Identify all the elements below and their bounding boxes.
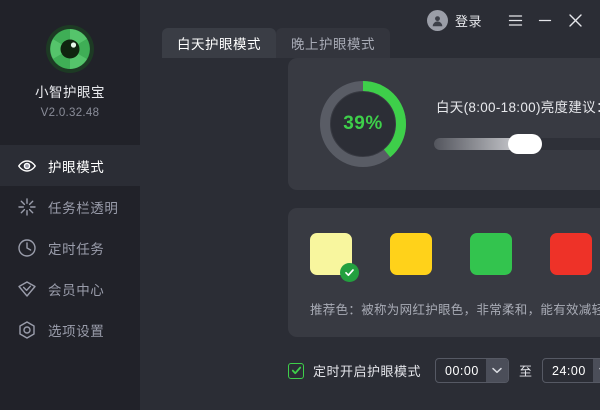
chevron-down-icon[interactable] <box>486 359 509 382</box>
sparkle-icon <box>17 197 37 217</box>
color-swatch-list <box>310 233 600 282</box>
brand-version: V2.0.32.48 <box>40 107 100 119</box>
sidebar-item-label: 会员中心 <box>48 282 105 298</box>
sidebar-item-label: 定时任务 <box>48 241 105 257</box>
clock-icon <box>17 238 37 258</box>
close-icon[interactable] <box>562 7 588 33</box>
sidebar-nav: 护眼模式 任务栏透明 <box>0 145 140 350</box>
color-swatch-gold[interactable] <box>390 233 432 275</box>
brightness-card: 39% 白天(8:00-18:00)亮度建议：29%~49% <box>288 58 600 190</box>
gauge-value-label: 39% <box>343 113 383 134</box>
sidebar-item-option-settings[interactable]: 选项设置 <box>0 309 140 350</box>
start-time-value: 00:00 <box>445 363 479 378</box>
color-recommendation-text: 推荐色：被称为网红护眼色，非常柔和，能有效减轻用眼疲劳 <box>310 303 600 317</box>
eye-icon <box>17 156 37 176</box>
tab-daytime-eye-care[interactable]: 白天护眼模式 <box>162 28 276 58</box>
sidebar-item-scheduled-tasks[interactable]: 定时任务 <box>0 227 140 268</box>
schedule-row: 定时开启护眼模式 00:00 至 24:00 <box>288 358 600 383</box>
diamond-check-icon <box>17 279 37 299</box>
titlebar: 登录 <box>140 0 600 40</box>
color-swatch-green[interactable] <box>470 233 512 275</box>
brightness-gauge: 39% <box>316 77 410 171</box>
schedule-checkbox[interactable] <box>288 362 304 379</box>
mode-tabs: 白天护眼模式 晚上护眼模式 <box>162 28 390 58</box>
advice-prefix: 白天(8:00-18:00)亮度建议： <box>436 100 600 115</box>
color-swatch-pale-yellow[interactable] <box>310 233 359 282</box>
sidebar-item-label: 护眼模式 <box>48 159 105 175</box>
sidebar-item-member-center[interactable]: 会员中心 <box>0 268 140 309</box>
login-button[interactable]: 登录 <box>454 13 482 29</box>
selected-check-icon <box>340 263 359 282</box>
hamburger-menu-icon[interactable] <box>502 7 528 33</box>
main-content: 登录 白天护眼模式 <box>140 0 600 410</box>
sidebar-item-eye-care-mode[interactable]: 护眼模式 <box>0 145 140 186</box>
brightness-slider[interactable] <box>434 134 600 154</box>
chevron-down-icon[interactable] <box>593 359 600 382</box>
gear-hexagon-icon <box>17 320 37 340</box>
sidebar-item-label: 任务栏透明 <box>48 200 119 216</box>
end-time-select[interactable]: 24:00 <box>542 358 600 383</box>
color-card: 推荐色：被称为网红护眼色，非常柔和，能有效减轻用眼疲劳 <box>288 208 600 337</box>
sidebar-item-label: 选项设置 <box>48 323 105 339</box>
color-swatch-red[interactable] <box>550 233 592 275</box>
minimize-icon[interactable] <box>532 7 558 33</box>
tab-night-eye-care[interactable]: 晚上护眼模式 <box>276 28 390 58</box>
schedule-label: 定时开启护眼模式 <box>313 364 422 379</box>
sidebar: 小智护眼宝 V2.0.32.48 护眼模式 <box>0 0 140 410</box>
sidebar-item-taskbar-transparency[interactable]: 任务栏透明 <box>0 186 140 227</box>
brand-name: 小智护眼宝 <box>35 85 105 100</box>
start-time-select[interactable]: 00:00 <box>435 358 510 383</box>
brand-block: 小智护眼宝 V2.0.32.48 <box>0 0 140 119</box>
end-time-value: 24:00 <box>552 363 586 378</box>
user-avatar-icon[interactable] <box>426 9 448 31</box>
brightness-advice-text: 白天(8:00-18:00)亮度建议：29%~49% <box>436 96 600 116</box>
camera-aperture-icon <box>45 24 95 74</box>
time-range-separator: 至 <box>519 364 533 379</box>
brightness-slider-fill <box>434 138 524 150</box>
brightness-slider-thumb[interactable] <box>507 134 542 154</box>
